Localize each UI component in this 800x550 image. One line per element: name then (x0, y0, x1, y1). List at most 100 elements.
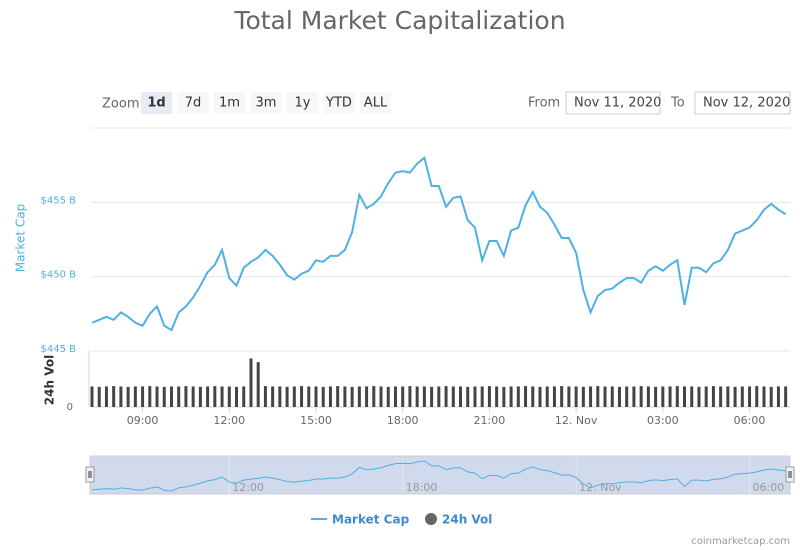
volume-bar (184, 386, 188, 407)
to-value[interactable]: Nov 12, 2020 (703, 96, 790, 111)
volume-bar (386, 386, 390, 407)
volume-bar (285, 386, 289, 407)
range-button-label[interactable]: ALL (364, 96, 388, 111)
x-tick-label: 12. Nov (555, 414, 598, 427)
volume-bar (249, 358, 253, 407)
volume-bar (242, 386, 246, 407)
range-button[interactable] (141, 92, 172, 114)
volume-bar (610, 386, 614, 407)
volume-bar (625, 386, 629, 407)
volume-bar (776, 386, 780, 407)
volume-bar (596, 386, 600, 407)
x-tick-label: 18:00 (387, 414, 419, 427)
legend-label[interactable]: 24h Vol (442, 513, 492, 527)
range-button[interactable] (323, 92, 355, 114)
volume-bar (357, 386, 361, 407)
volume-bar (726, 386, 730, 407)
volume-bar (271, 386, 275, 407)
volume-bar (104, 386, 108, 407)
volume-bar (704, 386, 708, 407)
volume-bar (545, 386, 549, 407)
volume-bar (408, 386, 412, 407)
volume-bar (646, 386, 650, 407)
range-button-label[interactable]: 7d (185, 96, 202, 111)
legend-symbol (425, 513, 437, 525)
volume-bar (524, 386, 528, 407)
x-tick-label: 09:00 (127, 414, 159, 427)
volume-bar (502, 386, 506, 407)
volume-bar (393, 386, 397, 407)
market-cap-line (91, 155, 787, 332)
volume-bar (90, 386, 94, 407)
x-tick-label: 12:00 (213, 414, 245, 427)
range-button[interactable] (287, 92, 318, 114)
volume-bar (343, 386, 347, 407)
volume-bar (531, 386, 535, 407)
volume-bar (235, 386, 239, 407)
volume-bar (162, 386, 166, 407)
range-button-label[interactable]: YTD (325, 96, 352, 111)
from-input[interactable] (565, 91, 661, 115)
volume-bar (307, 386, 311, 407)
volume-bar (206, 386, 210, 407)
navigator-handle[interactable] (85, 466, 95, 483)
range-button[interactable] (214, 92, 245, 114)
volume-bar (552, 386, 556, 407)
volume-bar (538, 386, 542, 407)
volume-bar (589, 386, 593, 407)
navigator-tick-label: 12:00 (232, 481, 264, 494)
legend-label[interactable]: Market Cap (332, 513, 410, 527)
volume-bar (697, 386, 701, 407)
volume-bar (473, 386, 477, 407)
volume-bar (112, 386, 116, 407)
volume-bar (314, 386, 318, 407)
range-button-label[interactable]: 1m (219, 96, 240, 111)
volume-bar (639, 386, 643, 407)
range-button-label[interactable]: 1d (147, 96, 165, 111)
volume-bar (444, 386, 448, 407)
volume-bar (719, 386, 723, 407)
navigator-line (91, 460, 786, 492)
volume-bar (675, 386, 679, 407)
volume-bar (328, 386, 332, 407)
volume-bar (227, 386, 231, 407)
volume-bar (762, 386, 766, 407)
volume-bar (690, 386, 694, 407)
range-button-label[interactable]: 1y (295, 96, 311, 111)
volume-bar (740, 386, 744, 407)
navigator-mask[interactable] (89, 455, 791, 495)
range-button[interactable] (250, 92, 282, 114)
chart-title: Total Market Capitalization (233, 6, 565, 35)
volume-bar (213, 386, 217, 407)
volume-bar (755, 386, 759, 407)
volume-bar (574, 386, 578, 407)
to-input[interactable] (694, 91, 791, 115)
volume-bar (119, 386, 123, 407)
volume-bar (603, 386, 607, 407)
volume-bar (321, 386, 325, 407)
from-value[interactable]: Nov 11, 2020 (574, 96, 661, 111)
from-label: From (528, 96, 560, 111)
volume-bar (220, 386, 224, 407)
range-button[interactable] (360, 92, 391, 114)
volume-bar (748, 386, 752, 407)
volume-bar (560, 386, 564, 407)
range-button-label[interactable]: 3m (256, 96, 277, 111)
volume-bar (415, 386, 419, 407)
volume-bar (422, 386, 426, 407)
navigator-handle[interactable] (785, 466, 795, 483)
volume-bar (683, 386, 687, 407)
volume-bar (126, 386, 130, 407)
volume-bar (169, 386, 173, 407)
volume-bar (668, 386, 672, 407)
navigator-tick-label: 18:00 (406, 481, 438, 494)
range-button[interactable] (177, 92, 209, 114)
volume-bar (654, 386, 658, 407)
volume-bar (466, 386, 470, 407)
volume-bar (480, 386, 484, 407)
volume-bar (451, 386, 455, 407)
volume-bar (148, 386, 152, 407)
volume-bar (430, 386, 434, 407)
volume-bar (350, 386, 354, 407)
